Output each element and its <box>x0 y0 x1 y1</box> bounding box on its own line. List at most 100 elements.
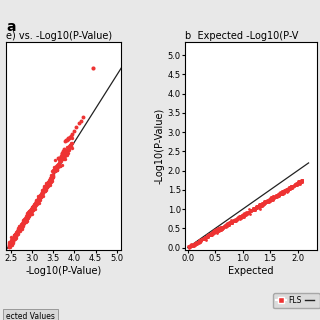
Point <box>25 212 30 217</box>
Point <box>289 184 294 189</box>
Point <box>270 195 276 200</box>
Point <box>76 121 81 126</box>
Point <box>235 216 240 221</box>
Point <box>28 206 33 212</box>
Point <box>203 234 208 239</box>
Point <box>277 191 283 196</box>
Point <box>39 192 44 197</box>
Point <box>228 220 233 225</box>
Point <box>261 202 266 207</box>
Point <box>46 178 51 183</box>
Point <box>219 226 224 231</box>
Point <box>208 231 213 236</box>
Point <box>32 201 37 206</box>
Point <box>42 186 47 191</box>
Point <box>246 210 252 215</box>
Point <box>24 214 29 219</box>
Point <box>247 207 252 212</box>
Point <box>278 192 283 197</box>
Point <box>295 180 300 185</box>
Point <box>229 220 234 225</box>
Point <box>36 195 42 200</box>
Point <box>261 201 266 206</box>
Point <box>47 182 52 188</box>
Point <box>248 209 253 214</box>
Point <box>39 192 44 197</box>
Point <box>284 186 290 191</box>
Text: b  Expected -Log10(P-V: b Expected -Log10(P-V <box>185 31 299 41</box>
Point <box>233 217 238 222</box>
Text: e) vs. -Log10(P-Value): e) vs. -Log10(P-Value) <box>6 31 113 41</box>
Point <box>48 177 53 182</box>
Point <box>43 188 48 193</box>
Point <box>192 242 197 247</box>
Point <box>65 151 70 156</box>
Point <box>15 226 20 231</box>
Point <box>263 200 268 205</box>
Point <box>282 189 287 195</box>
Point <box>60 155 65 160</box>
Point <box>259 201 264 206</box>
Point <box>12 236 17 241</box>
Point <box>257 204 262 209</box>
Point <box>203 235 208 240</box>
Point <box>244 211 249 216</box>
Point <box>30 203 36 208</box>
Point <box>241 212 246 217</box>
Point <box>296 181 301 187</box>
Point <box>27 212 32 218</box>
Point <box>215 229 220 234</box>
Point <box>219 226 224 231</box>
Point <box>191 242 196 247</box>
Point <box>262 201 267 206</box>
Point <box>205 234 211 239</box>
Point <box>203 237 208 242</box>
Point <box>230 219 235 224</box>
Point <box>283 188 288 193</box>
Point <box>67 143 72 148</box>
Point <box>282 189 287 194</box>
Point <box>271 194 276 199</box>
Point <box>272 194 277 199</box>
Point <box>53 157 58 163</box>
Point <box>31 203 36 208</box>
Point <box>276 193 282 198</box>
Point <box>16 228 21 233</box>
Point <box>30 205 36 211</box>
Point <box>252 206 257 212</box>
Point <box>24 216 29 221</box>
Point <box>50 171 55 176</box>
Point <box>193 240 198 245</box>
Point <box>70 131 75 136</box>
Point <box>221 223 226 228</box>
Point <box>228 220 234 225</box>
Point <box>7 240 12 245</box>
Point <box>36 198 41 204</box>
Point <box>45 182 50 187</box>
Point <box>59 156 64 161</box>
Point <box>230 218 236 223</box>
Point <box>241 211 246 216</box>
Point <box>276 191 281 196</box>
Point <box>17 226 22 231</box>
Point <box>279 188 284 194</box>
Point <box>28 211 33 216</box>
Point <box>290 183 295 188</box>
Point <box>52 164 57 170</box>
Point <box>26 213 31 219</box>
Point <box>288 185 293 190</box>
Point <box>296 180 301 186</box>
Point <box>58 154 63 159</box>
Point <box>52 166 57 172</box>
Point <box>236 215 241 220</box>
Point <box>278 190 284 196</box>
Point <box>31 204 36 209</box>
Point <box>35 199 40 204</box>
Point <box>220 225 225 230</box>
Point <box>19 225 24 230</box>
Point <box>267 197 272 202</box>
Point <box>208 232 213 237</box>
Point <box>253 205 259 210</box>
Point <box>216 228 221 233</box>
Point <box>249 208 254 213</box>
